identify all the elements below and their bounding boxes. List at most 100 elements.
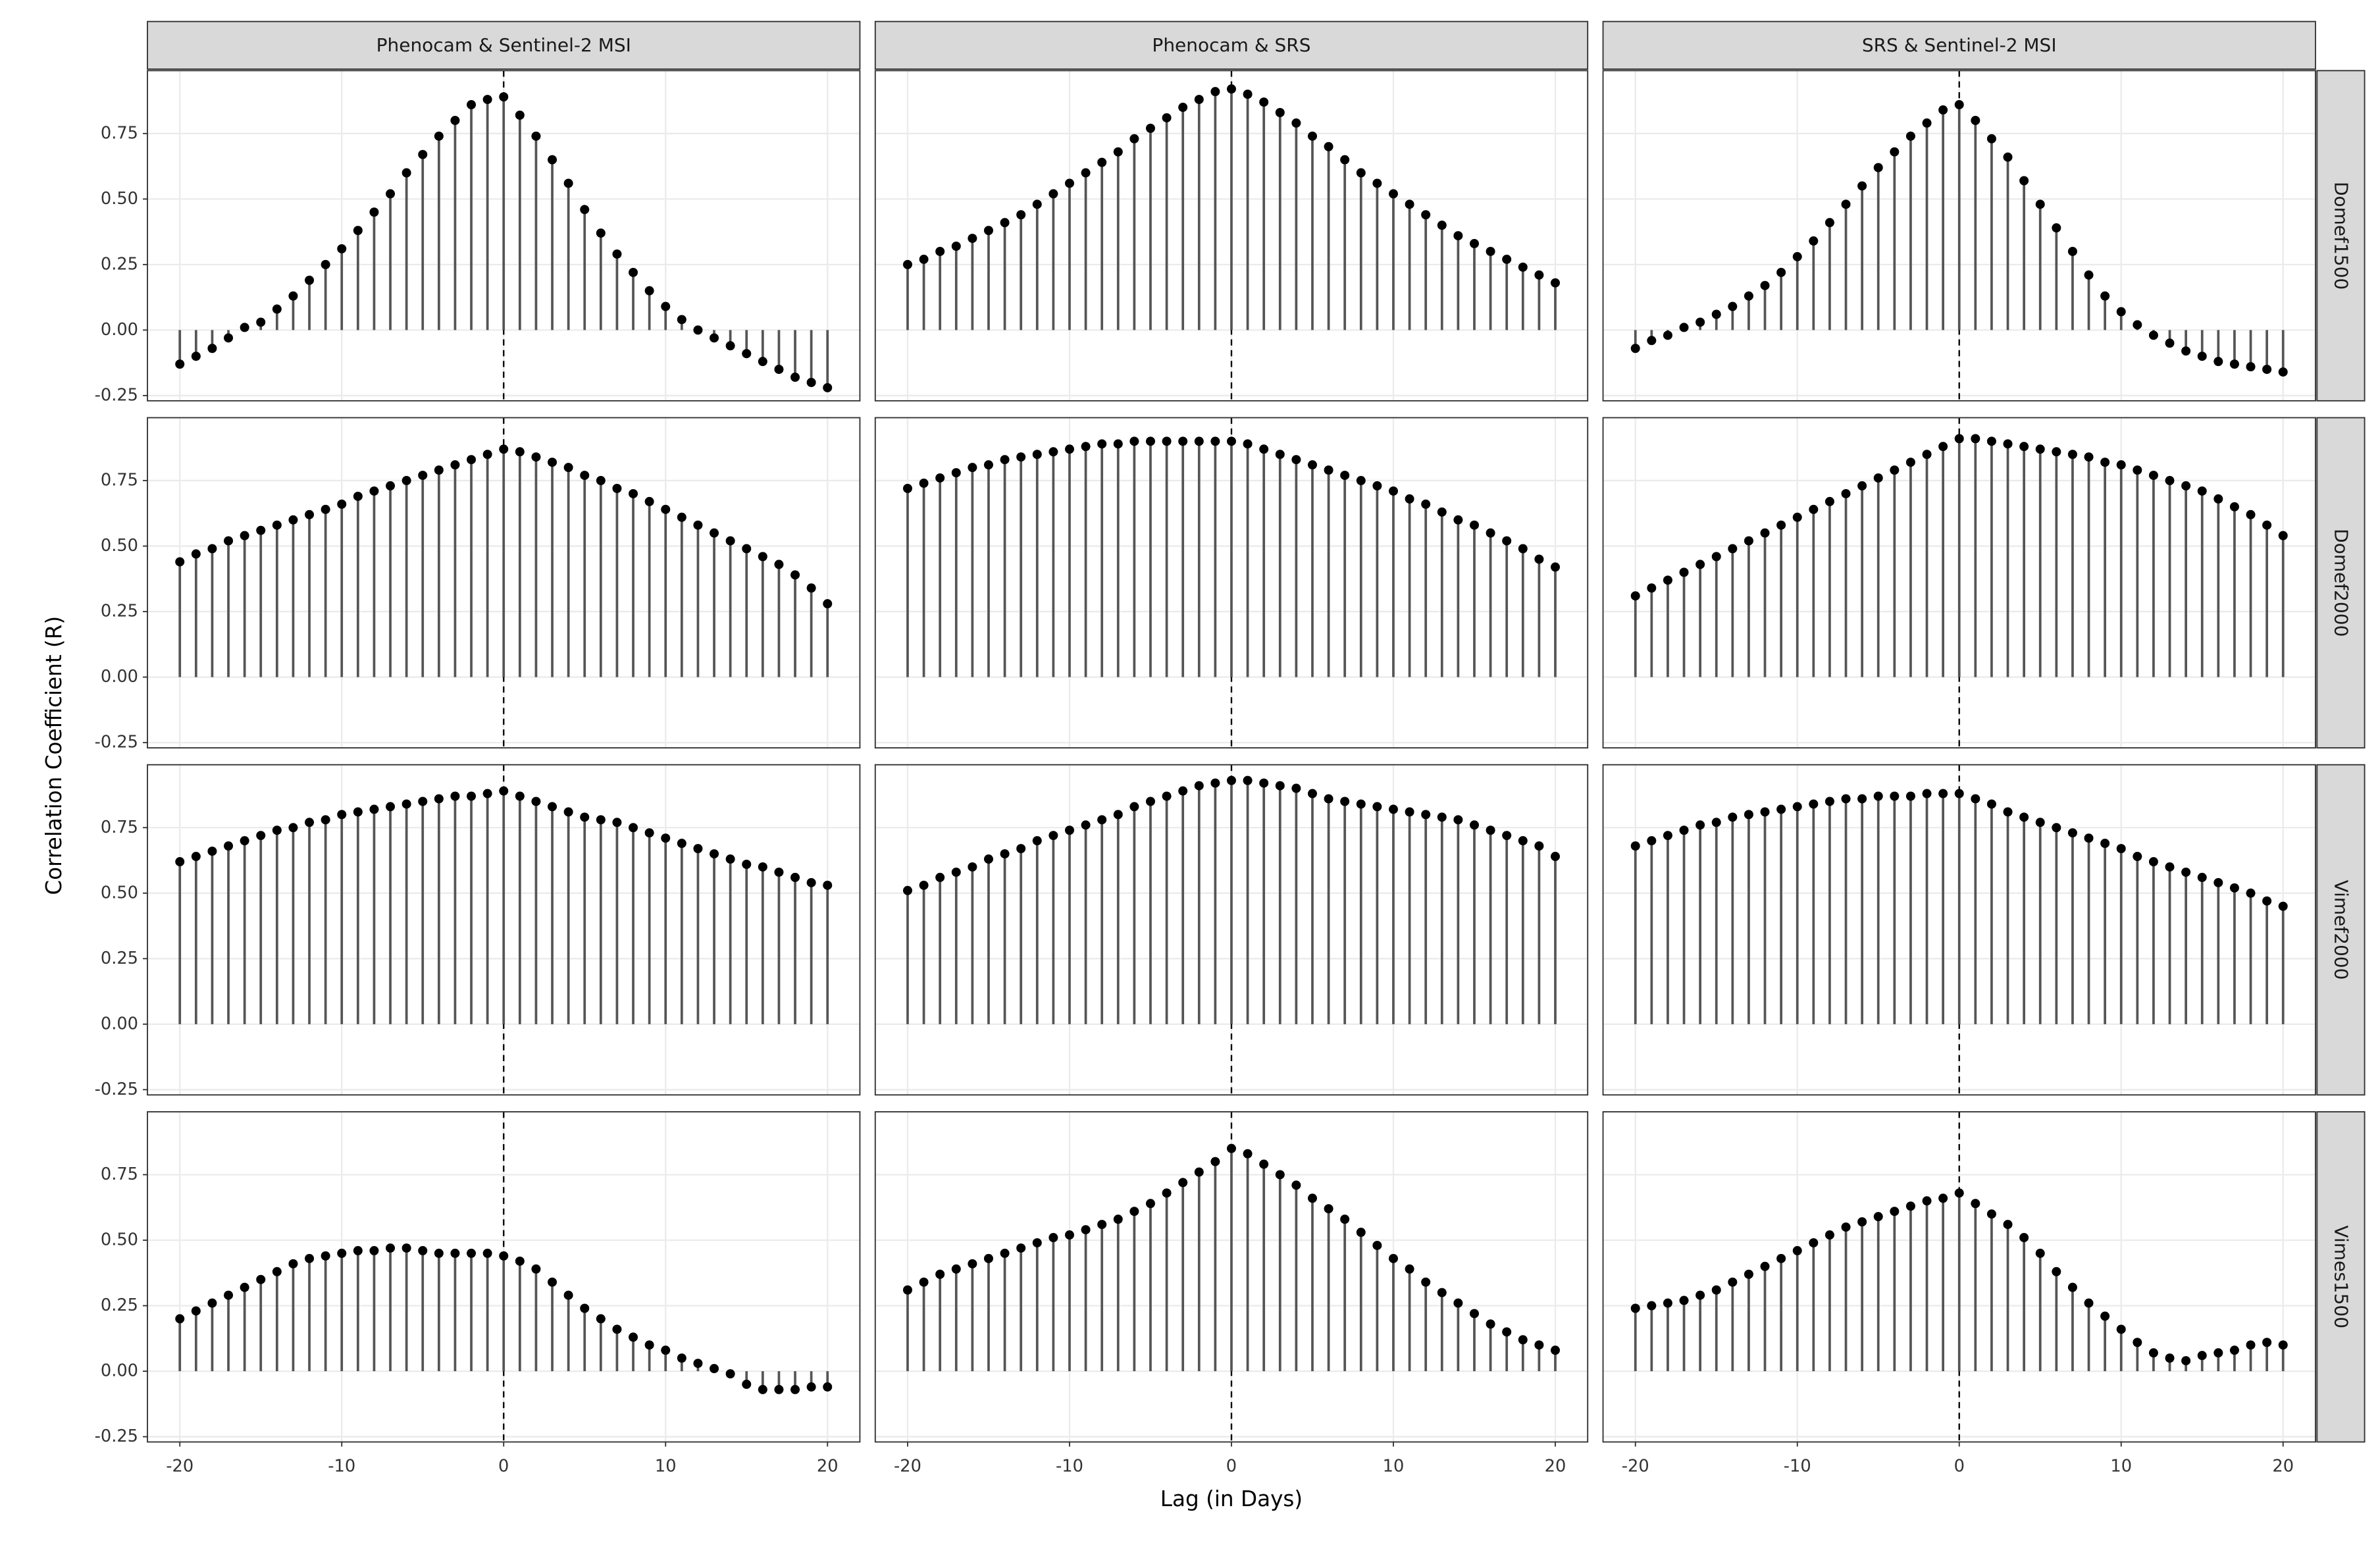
point	[1421, 810, 1431, 820]
point	[1324, 794, 1333, 804]
point	[774, 867, 784, 877]
point	[951, 1264, 961, 1274]
point	[1663, 1298, 1672, 1308]
point	[1405, 1264, 1414, 1274]
point	[2148, 471, 2158, 481]
point	[1162, 791, 1172, 801]
x-tick-label: -20	[166, 1456, 194, 1476]
point	[434, 465, 444, 475]
point	[951, 867, 961, 877]
point	[337, 810, 347, 820]
y-tick-label: 0.50	[101, 189, 138, 209]
point	[1890, 1207, 1900, 1216]
point	[710, 333, 719, 343]
point	[596, 476, 606, 486]
point	[1097, 1220, 1107, 1230]
point	[644, 286, 654, 296]
point	[1890, 147, 1900, 157]
point	[240, 1282, 249, 1292]
point	[1534, 1340, 1544, 1350]
point	[1405, 199, 1414, 209]
point	[563, 1290, 573, 1300]
point	[401, 476, 411, 486]
point	[612, 249, 622, 259]
panel	[147, 70, 861, 402]
x-axis-title: Lag (in Days)	[1160, 1486, 1303, 1511]
point	[902, 1285, 912, 1295]
point	[902, 483, 912, 493]
point	[661, 833, 671, 843]
y-tick-label: 0.50	[101, 883, 138, 902]
point	[2116, 1324, 2126, 1334]
point	[1113, 810, 1123, 820]
point	[386, 1243, 396, 1253]
point	[935, 872, 945, 882]
point	[677, 1353, 686, 1363]
point	[2116, 844, 2126, 854]
panel-border	[147, 764, 861, 1096]
point	[2197, 872, 2207, 882]
point	[434, 131, 444, 141]
point	[1243, 775, 1253, 785]
point	[1064, 1230, 1074, 1240]
x-tick-label: 10	[655, 1456, 677, 1476]
point	[1469, 520, 1479, 530]
point	[531, 1264, 541, 1274]
point	[288, 515, 298, 525]
point	[1550, 278, 1560, 288]
x-tick-label: 10	[2110, 1456, 2132, 1476]
point	[1922, 1196, 1932, 1206]
point	[2262, 520, 2272, 530]
point	[1064, 444, 1074, 454]
point	[450, 1248, 460, 1258]
point	[288, 1259, 298, 1268]
point	[1113, 1215, 1123, 1224]
point	[1486, 246, 1495, 256]
point	[2165, 1353, 2175, 1363]
point	[919, 254, 929, 264]
point	[2067, 246, 2077, 256]
point	[823, 382, 833, 392]
point	[1356, 168, 1366, 178]
point	[288, 823, 298, 833]
point	[1534, 554, 1544, 564]
point	[1372, 178, 1382, 188]
point	[1518, 1335, 1528, 1345]
point	[693, 520, 703, 530]
point	[1356, 799, 1366, 809]
point	[1486, 528, 1495, 538]
strip	[147, 20, 861, 70]
point	[983, 854, 993, 864]
point	[774, 365, 784, 375]
point	[353, 1245, 363, 1255]
point	[1307, 131, 1317, 141]
point	[774, 560, 784, 569]
point	[2262, 896, 2272, 906]
point	[1776, 804, 1786, 814]
point	[450, 460, 460, 470]
point	[531, 131, 541, 141]
point	[353, 226, 363, 236]
point	[2116, 307, 2126, 317]
point	[256, 525, 266, 535]
strip	[874, 20, 1589, 70]
point	[1744, 291, 1753, 301]
point	[1630, 344, 1640, 353]
point	[240, 531, 249, 540]
point	[2213, 1348, 2223, 1358]
point	[434, 1248, 444, 1258]
point	[2133, 1338, 2142, 1347]
point	[677, 512, 686, 522]
point	[1081, 1225, 1091, 1235]
point	[1291, 118, 1301, 128]
point	[1032, 199, 1042, 209]
point	[272, 1267, 282, 1276]
point	[1210, 87, 1220, 97]
point	[175, 857, 185, 867]
point	[1954, 434, 1964, 444]
point	[2246, 888, 2256, 898]
point	[1388, 189, 1398, 199]
point	[563, 463, 573, 473]
point	[1437, 221, 1447, 230]
panel	[874, 764, 1589, 1096]
